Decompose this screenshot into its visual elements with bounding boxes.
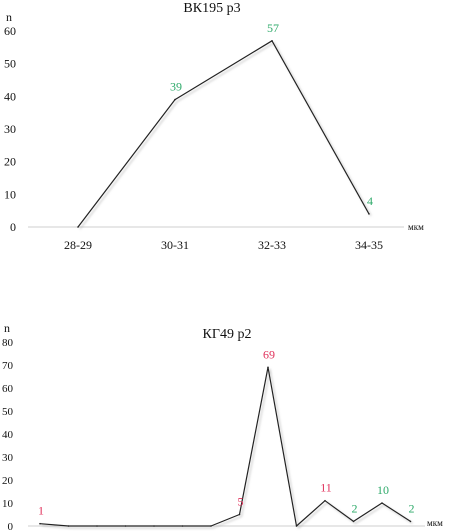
y-tick-label: 0 xyxy=(8,521,14,531)
series-line xyxy=(39,366,411,527)
chart-vk195: ВК195 р3 n 0 10 20 30 40 50 60 28-29 30-31 32-33… xyxy=(4,1,424,252)
series-line xyxy=(77,40,370,228)
data-point xyxy=(67,525,70,527)
chart-title: КГ49 р2 xyxy=(203,327,252,342)
x-tick-label: 34-35 xyxy=(355,238,383,252)
data-point xyxy=(271,40,273,42)
y-axis-label: n xyxy=(4,321,10,335)
data-label: 11 xyxy=(320,481,332,495)
y-tick-label: 40 xyxy=(2,429,14,441)
y-tick-labels: 0 10 20 30 40 50 60 xyxy=(4,24,16,234)
data-point xyxy=(324,499,326,502)
data-point xyxy=(96,525,98,527)
data-point xyxy=(409,520,412,523)
data-label: 39 xyxy=(170,80,182,94)
chart-title: ВК195 р3 xyxy=(183,1,240,16)
y-tick-label: 10 xyxy=(4,187,16,201)
data-point xyxy=(368,213,370,215)
y-tick-label: 30 xyxy=(4,122,16,136)
data-point xyxy=(174,98,176,101)
data-point xyxy=(381,502,383,504)
y-tick-labels: 0 10 20 30 40 50 60 70 80 xyxy=(2,337,14,531)
data-label: 57 xyxy=(267,21,279,35)
data-point xyxy=(124,525,127,527)
data-point xyxy=(210,525,212,527)
y-tick-label: 50 xyxy=(4,57,16,71)
x-tick-labels: 28-29 30-31 32-33 34-35 xyxy=(64,238,383,252)
data-label: 5 xyxy=(238,495,244,509)
data-point xyxy=(77,226,79,228)
y-tick-label: 10 xyxy=(2,498,14,510)
y-tick-label: 20 xyxy=(4,155,16,169)
y-axis-label: n xyxy=(6,10,12,24)
data-labels: 1 5 69 11 2 10 2 xyxy=(38,347,415,517)
x-axis-unit: мкм xyxy=(427,518,443,528)
y-tick-label: 50 xyxy=(2,406,14,418)
data-label: 1 xyxy=(38,504,44,518)
x-tick-label: 28-29 xyxy=(64,238,92,252)
data-point xyxy=(153,525,155,527)
y-tick-label: 30 xyxy=(2,452,14,464)
y-tick-label: 40 xyxy=(4,89,16,103)
data-label: 10 xyxy=(377,483,389,497)
x-tick-label: 32-33 xyxy=(258,238,286,252)
y-tick-label: 60 xyxy=(2,383,14,395)
data-labels: 39 57 4 xyxy=(170,21,373,208)
y-tick-label: 80 xyxy=(2,337,14,349)
data-label: 2 xyxy=(352,501,358,515)
data-label: 69 xyxy=(263,347,275,361)
series-group xyxy=(39,366,412,527)
data-point xyxy=(295,525,298,527)
data-label: 4 xyxy=(367,194,373,208)
y-tick-label: 70 xyxy=(2,360,14,372)
x-axis-unit: мкм xyxy=(408,222,424,232)
data-point xyxy=(39,522,41,525)
y-tick-label: 0 xyxy=(10,220,16,234)
y-tick-label: 20 xyxy=(2,475,14,487)
data-label: 2 xyxy=(409,501,415,515)
data-point xyxy=(352,520,355,523)
data-point xyxy=(267,366,269,369)
x-tick-label: 30-31 xyxy=(161,238,189,252)
series-group xyxy=(77,40,370,228)
data-point xyxy=(238,513,241,516)
data-point xyxy=(181,525,184,527)
y-tick-label: 60 xyxy=(4,24,16,38)
